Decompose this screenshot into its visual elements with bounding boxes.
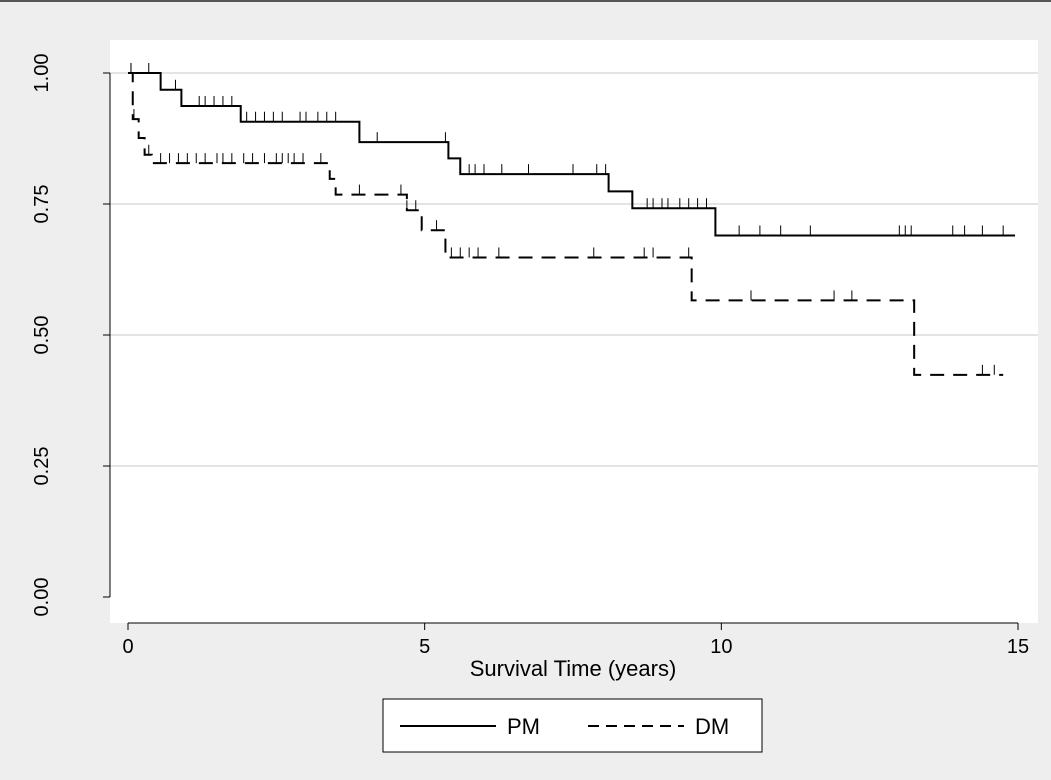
x-tick-label: 15 xyxy=(1007,636,1029,658)
y-tick-label: 0.25 xyxy=(31,447,53,486)
x-tick-label: 5 xyxy=(419,636,430,658)
series-group xyxy=(128,63,1016,376)
plot-region xyxy=(110,40,1038,623)
axes: 0.00 0.25 0.50 0.75 1.00 0 5 10 15 xyxy=(31,54,1029,658)
series-line-dm xyxy=(128,72,1004,376)
x-tick-label: 10 xyxy=(710,636,732,658)
legend: PM DM xyxy=(382,698,763,753)
legend-label-pm: PM xyxy=(507,714,540,739)
y-tick-label: 0.75 xyxy=(31,185,53,224)
y-tick-label: 1.00 xyxy=(31,54,53,93)
series-line-pm xyxy=(128,72,1016,237)
grid-lines xyxy=(110,72,1038,467)
x-tick-label: 0 xyxy=(122,636,133,658)
legend-label-dm: DM xyxy=(695,714,729,739)
y-tick-label: 0.50 xyxy=(31,316,53,355)
x-axis-title: Survival Time (years) xyxy=(470,656,677,681)
y-tick-label: 0.00 xyxy=(31,578,53,617)
